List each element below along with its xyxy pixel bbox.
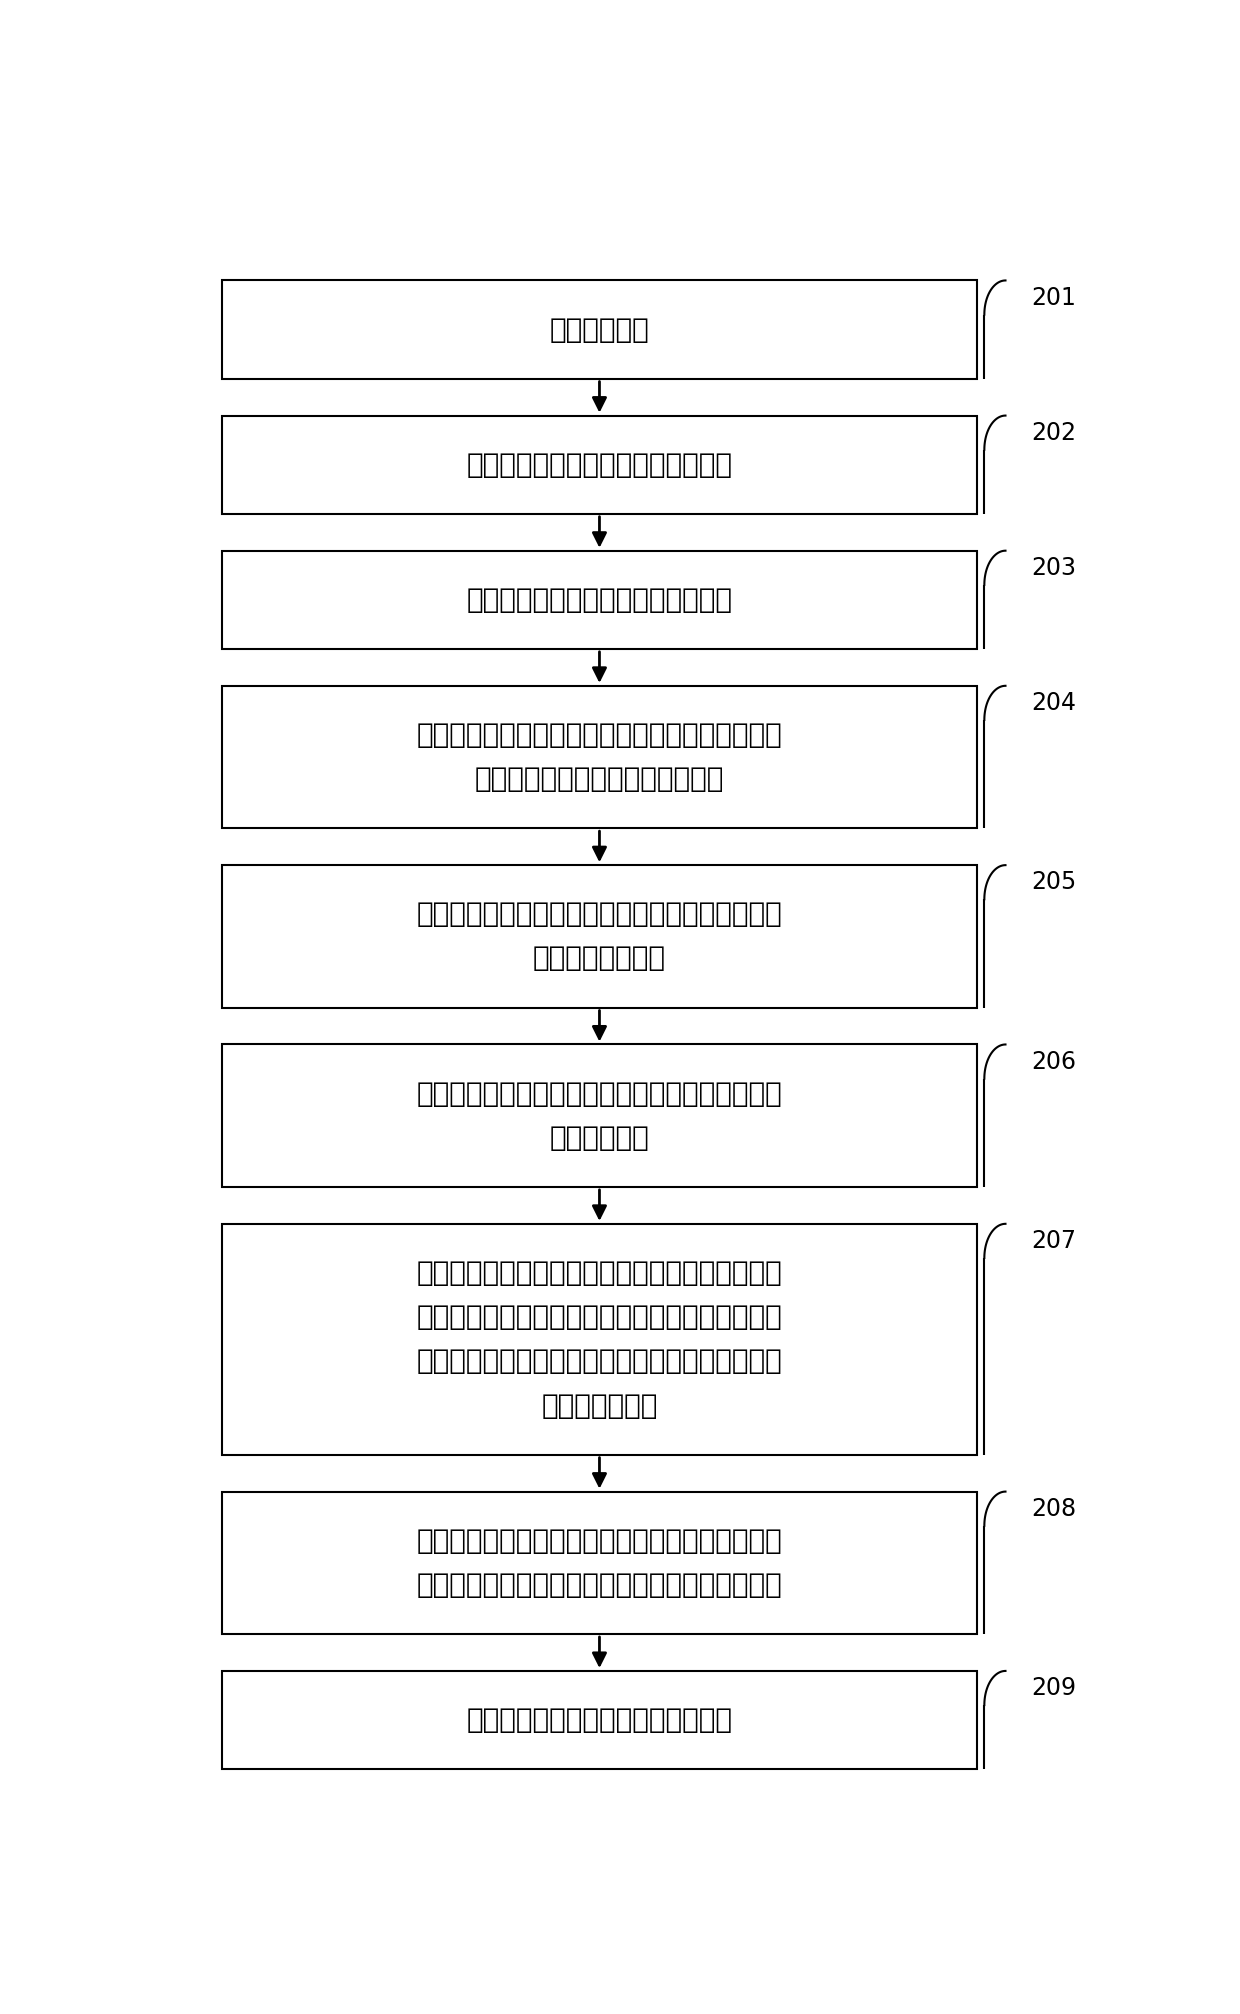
Text: 205: 205 xyxy=(1032,870,1076,894)
Bar xyxy=(222,1672,977,1768)
Text: 响应于用户操作，开始获取设备信息: 响应于用户操作，开始获取设备信息 xyxy=(466,451,733,479)
Text: 备建立通信连接；以及基于通信连接，向待配网设: 备建立通信连接；以及基于通信连接，向待配网设 xyxy=(417,1347,782,1376)
Bar xyxy=(222,1492,977,1633)
Bar xyxy=(222,550,977,649)
Text: 根据各设备信息获取的先后顺序，确定各次配网过: 根据各设备信息获取的先后顺序，确定各次配网过 xyxy=(417,900,782,928)
Text: 207: 207 xyxy=(1032,1229,1076,1253)
Text: 201: 201 xyxy=(1032,286,1076,310)
Text: 206: 206 xyxy=(1032,1049,1076,1073)
Bar xyxy=(222,1045,977,1186)
Text: 204: 204 xyxy=(1032,691,1076,715)
Text: 程对应的设备信息: 程对应的设备信息 xyxy=(533,945,666,973)
Text: 器端存储设备标识与设定用户账户之间的关联关系: 器端存储设备标识与设定用户账户之间的关联关系 xyxy=(417,1571,782,1599)
Text: 202: 202 xyxy=(1032,421,1076,445)
Text: 设备信息中的热点信息，与热点模式下的待配网设: 设备信息中的热点信息，与热点模式下的待配网设 xyxy=(417,1303,782,1331)
Text: 每当获取到一次设备信息，开始计时: 每当获取到一次设备信息，开始计时 xyxy=(466,586,733,614)
Text: 确定服务器端未存储有设备标识与任一用户账户之: 确定服务器端未存储有设备标识与任一用户账户之 xyxy=(417,1080,782,1108)
Bar xyxy=(222,687,977,828)
Text: 断开通信连接，以结束本次配网过程: 断开通信连接，以结束本次配网过程 xyxy=(466,1706,733,1734)
Text: 在每一次执行配网过程中，根据本次配网过程对应: 在每一次执行配网过程中，根据本次配网过程对应 xyxy=(417,1259,782,1287)
Bar xyxy=(222,1225,977,1454)
Text: 备发送接入信息: 备发送接入信息 xyxy=(542,1392,657,1420)
Bar xyxy=(222,415,977,514)
Text: 209: 209 xyxy=(1032,1676,1076,1700)
Text: 若距离最近一次获取到设备信息的间隔时长达到设: 若距离最近一次获取到设备信息的间隔时长达到设 xyxy=(417,721,782,749)
Text: 定时长，结束获取设备信息的步骤: 定时长，结束获取设备信息的步骤 xyxy=(475,765,724,794)
Bar xyxy=(222,280,977,379)
Bar xyxy=(222,866,977,1007)
Text: 当待配网设备根据接入信息配网完毕时，请求服务: 当待配网设备根据接入信息配网完毕时，请求服务 xyxy=(417,1527,782,1555)
Text: 203: 203 xyxy=(1032,556,1076,580)
Text: 间的关联关系: 间的关联关系 xyxy=(549,1124,650,1152)
Text: 获取接入信息: 获取接入信息 xyxy=(549,316,650,344)
Text: 208: 208 xyxy=(1032,1496,1076,1521)
